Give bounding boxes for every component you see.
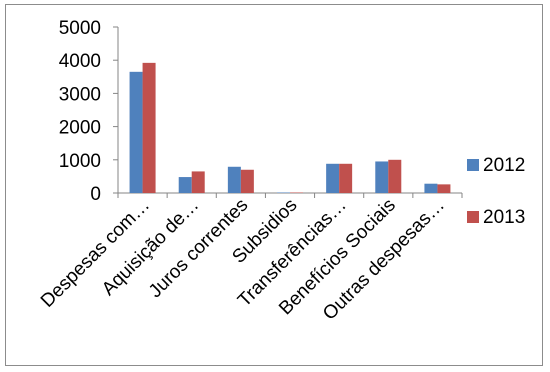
bar-2012-4 bbox=[326, 163, 340, 193]
bar-2013-0 bbox=[142, 62, 156, 193]
bar-2013-2 bbox=[240, 169, 254, 193]
bar-2013-1 bbox=[191, 171, 205, 193]
bar-2012-0 bbox=[129, 71, 143, 193]
legend-label-2012: 2012 bbox=[483, 155, 525, 176]
bar-2012-5 bbox=[375, 161, 389, 193]
bar-2012-6 bbox=[424, 183, 438, 193]
legend-swatch-2012 bbox=[467, 159, 479, 171]
y-tick-label: 0 bbox=[90, 184, 101, 205]
y-tick-label: 2000 bbox=[59, 118, 101, 139]
y-tick-label: 5000 bbox=[59, 18, 101, 39]
y-tick-label: 4000 bbox=[59, 51, 101, 72]
axes bbox=[113, 26, 463, 198]
legend: 2012 2013 bbox=[467, 155, 525, 228]
bar-2013-4 bbox=[339, 163, 353, 193]
bar-2012-3 bbox=[277, 192, 290, 193]
bar-2013-6 bbox=[437, 184, 451, 193]
y-tick-label: 1000 bbox=[59, 151, 101, 172]
legend-label-2013: 2013 bbox=[483, 207, 525, 228]
bars bbox=[129, 62, 451, 193]
bar-2012-1 bbox=[178, 177, 192, 193]
bar-2013-5 bbox=[388, 159, 402, 193]
legend-swatch-2013 bbox=[467, 211, 479, 223]
bar-2012-2 bbox=[227, 166, 241, 193]
y-tick-label: 3000 bbox=[59, 84, 101, 105]
chart-frame bbox=[5, 4, 543, 366]
bar-2013-3 bbox=[290, 192, 303, 193]
